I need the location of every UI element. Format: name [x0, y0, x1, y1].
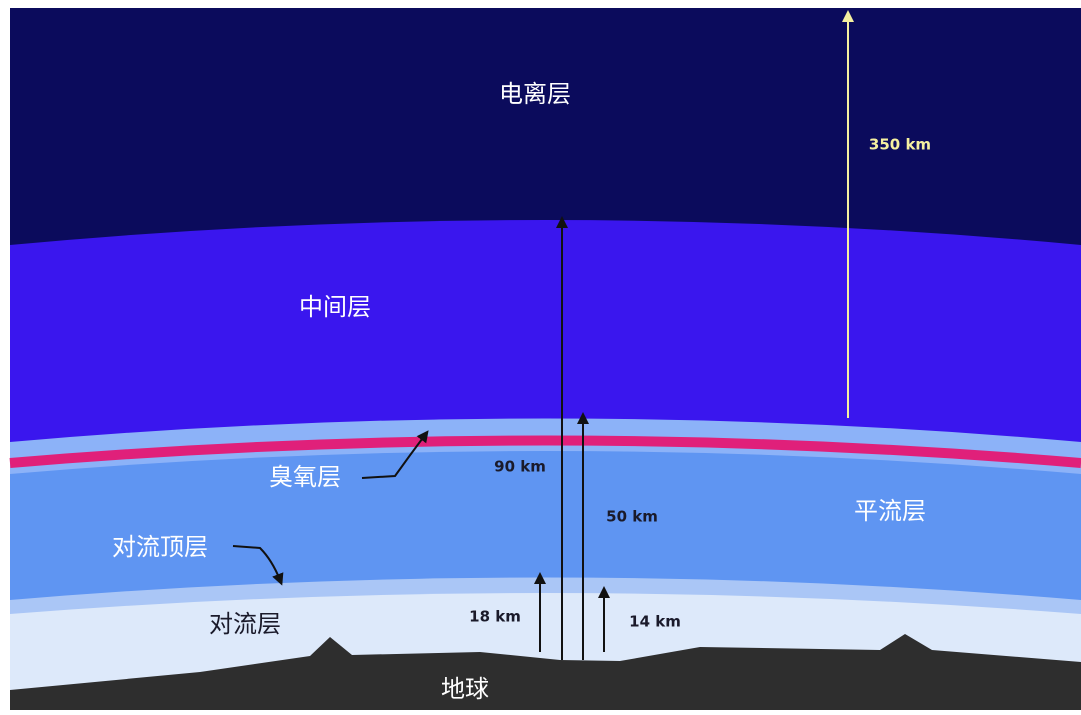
layer-label: 平流层: [854, 497, 926, 525]
height-label: 90 km: [494, 458, 546, 476]
height-label: 18 km: [469, 608, 521, 626]
height-label: 50 km: [606, 508, 658, 526]
layer-label: 对流顶层: [112, 533, 208, 561]
earth-surface: [10, 634, 1081, 710]
height-label: 14 km: [629, 613, 681, 631]
layer-label: 地球: [441, 675, 489, 703]
layer-label: 对流层: [209, 610, 281, 638]
height-label: 350 km: [869, 136, 931, 154]
pointer: [232, 545, 284, 586]
layer-label: 中间层: [299, 293, 371, 321]
ozone-layer: [9, 435, 1081, 468]
layer-label: 电离层: [499, 80, 571, 108]
layer-label: 臭氧层: [269, 463, 341, 491]
pointer: [361, 430, 429, 479]
